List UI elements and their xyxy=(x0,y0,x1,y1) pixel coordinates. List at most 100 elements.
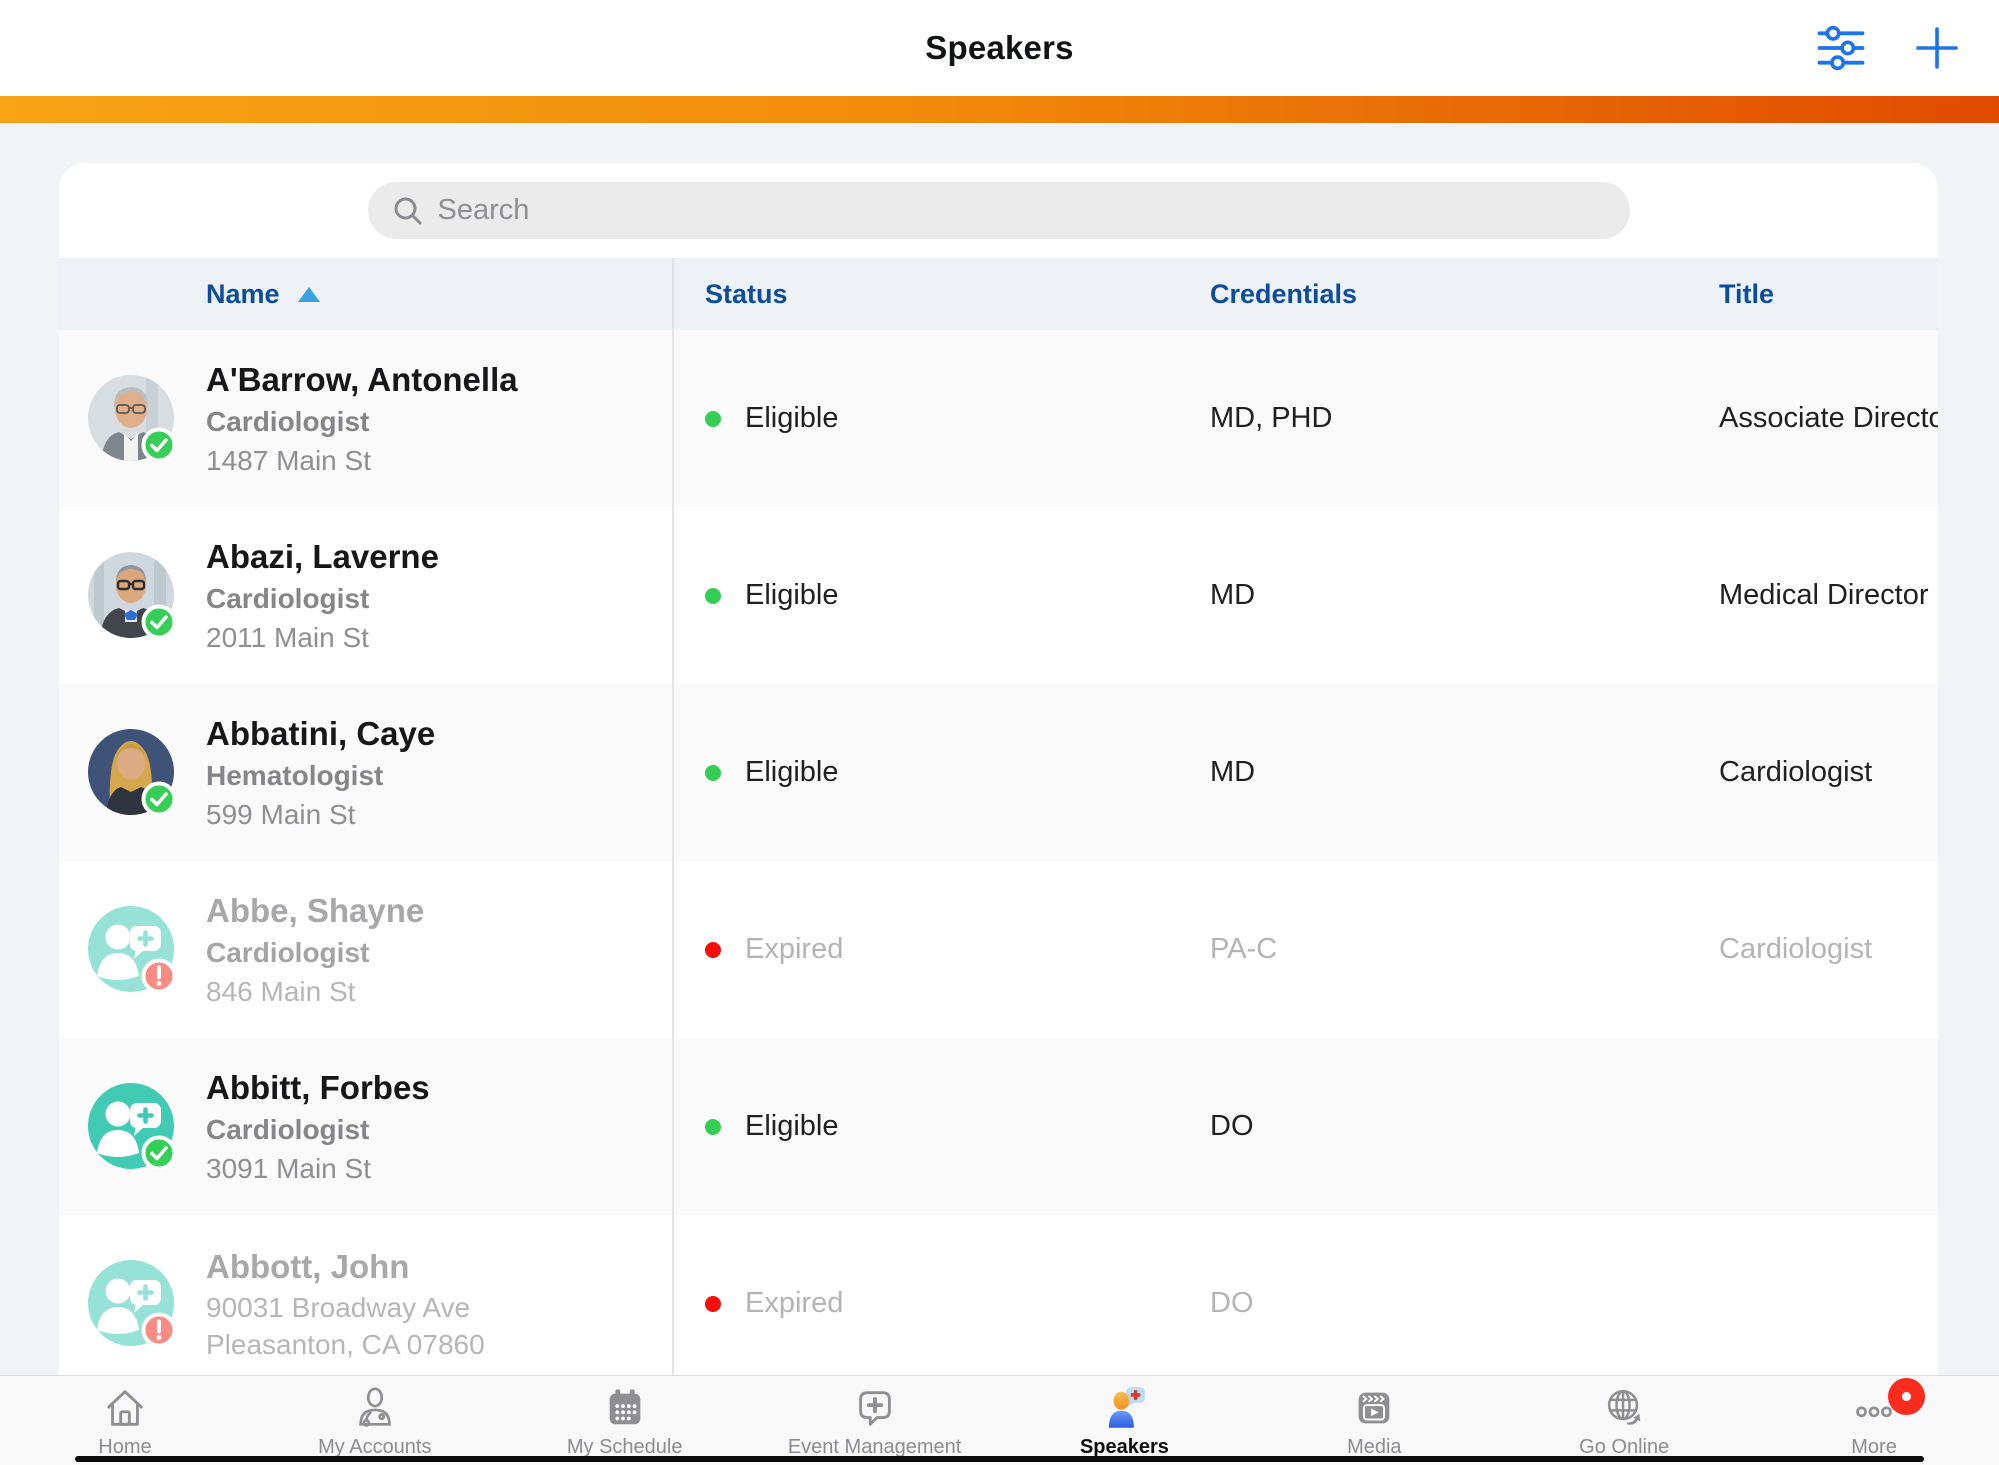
column-header-name[interactable]: Name xyxy=(59,279,672,310)
speaker-specialty: Cardiologist xyxy=(206,406,370,437)
bubble-plus-icon xyxy=(858,1391,891,1426)
credentials-text: MD xyxy=(1210,756,1256,788)
status-text: Eligible xyxy=(745,402,839,434)
column-header-title[interactable]: Title xyxy=(1719,278,1775,309)
status-dot xyxy=(705,587,721,604)
search-input[interactable] xyxy=(437,194,1606,227)
name-column-divider xyxy=(672,258,674,1465)
credentials-text: PA-C xyxy=(1210,933,1278,965)
plus-icon xyxy=(1916,27,1958,69)
speaker-name: Abbatini, Caye xyxy=(206,715,436,752)
alert-badge xyxy=(141,1312,177,1348)
avatar xyxy=(88,552,177,640)
table-row[interactable]: Abbatini, Caye Hematologist 599 Main St … xyxy=(59,684,1938,861)
top-nav: Speakers xyxy=(0,0,1999,96)
column-header-credentials[interactable]: Credentials xyxy=(1210,278,1358,309)
table-row[interactable]: Abbott, John 90031 Broadway Ave Pleasant… xyxy=(59,1215,1938,1392)
tab-more[interactable]: More xyxy=(1749,1376,1999,1465)
speaker-person-bubble-icon xyxy=(1109,1387,1146,1428)
tab-event-management[interactable]: Event Management xyxy=(750,1376,1000,1465)
speaker-name: Abbott, John xyxy=(206,1247,410,1285)
tab-label: Go Online xyxy=(1579,1436,1670,1458)
status-text: Eligible xyxy=(745,1110,839,1142)
speaker-name: A'Barrow, Antonella xyxy=(206,361,518,398)
globe-arrow-icon xyxy=(1608,1389,1641,1425)
tab-speakers[interactable]: Speakers xyxy=(1000,1376,1250,1465)
person-stethoscope-icon xyxy=(359,1387,391,1427)
speakers-list-card: Name Status Credentials Title xyxy=(59,163,1938,1465)
title-text xyxy=(1719,1038,1938,1215)
title-text: Associate Director xyxy=(1719,402,1938,434)
tab-home[interactable]: Home xyxy=(0,1376,250,1465)
status-text: Eligible xyxy=(745,756,839,788)
avatar xyxy=(88,1083,177,1171)
speaker-address: 2011 Main St xyxy=(206,622,369,653)
sliders-filter-icon xyxy=(1817,25,1865,71)
add-speaker-button[interactable] xyxy=(1911,22,1963,74)
table-row[interactable]: A'Barrow, Antonella Cardiologist 1487 Ma… xyxy=(59,330,1938,507)
speaker-specialty: Cardiologist xyxy=(206,937,370,968)
filter-button[interactable] xyxy=(1815,22,1867,74)
status-dot xyxy=(705,1118,721,1135)
avatar xyxy=(88,375,177,463)
tab-label: Event Management xyxy=(787,1436,962,1458)
table-row[interactable]: Abbe, Shayne Cardiologist 846 Main St Ex… xyxy=(59,861,1938,1038)
speaker-name: Abbitt, Forbes xyxy=(206,1069,430,1106)
table-row[interactable]: Abazi, Laverne Cardiologist 2011 Main St… xyxy=(59,507,1938,684)
tab-label: More xyxy=(1851,1436,1897,1458)
status-dot xyxy=(705,764,721,781)
credentials-text: DO xyxy=(1210,1110,1254,1142)
title-text: Medical Director xyxy=(1719,579,1929,611)
credentials-text: MD xyxy=(1210,579,1256,611)
status-text: Expired xyxy=(745,1287,844,1319)
tab-label: My Accounts xyxy=(318,1436,432,1458)
tab-label: Media xyxy=(1347,1436,1402,1458)
speaker-specialty: Hematologist xyxy=(206,760,384,791)
valid-check-badge xyxy=(141,604,177,640)
avatar xyxy=(88,1260,177,1348)
speaker-name: Abazi, Laverne xyxy=(206,538,439,575)
search-icon xyxy=(394,197,421,224)
alert-badge xyxy=(141,958,177,994)
title-text xyxy=(1719,1215,1938,1392)
speaker-specialty: Cardiologist xyxy=(206,583,370,614)
ellipsis-icon xyxy=(1856,1406,1892,1418)
credentials-text: MD, PHD xyxy=(1210,402,1333,434)
tab-label: My Schedule xyxy=(566,1436,683,1458)
tab-go-online[interactable]: Go Online xyxy=(1499,1376,1749,1465)
speaker-name: Abbe, Shayne xyxy=(206,892,425,929)
credentials-text: DO xyxy=(1210,1287,1254,1319)
speaker-address: 3091 Main St xyxy=(206,1153,371,1184)
tab-my-schedule[interactable]: My Schedule xyxy=(500,1376,750,1465)
page-title: Speakers xyxy=(925,29,1074,66)
bottom-tab-bar: Home My Accounts xyxy=(0,1375,1999,1465)
status-dot xyxy=(705,1295,721,1312)
valid-check-badge xyxy=(141,427,177,463)
search-bar[interactable] xyxy=(367,182,1630,239)
avatar xyxy=(88,729,177,817)
speaker-specialty: Cardiologist xyxy=(206,1114,370,1145)
orange-accent-bar xyxy=(0,96,1999,123)
tab-media[interactable]: Media xyxy=(1249,1376,1499,1465)
status-text: Eligible xyxy=(745,579,839,611)
avatar xyxy=(88,906,177,994)
tab-label: Speakers xyxy=(1079,1436,1169,1458)
home-indicator xyxy=(75,1456,1924,1462)
table-row[interactable]: Abbitt, Forbes Cardiologist 3091 Main St… xyxy=(59,1038,1938,1215)
tab-my-accounts[interactable]: My Accounts xyxy=(250,1376,500,1465)
column-header-status[interactable]: Status xyxy=(705,278,788,309)
speaker-address: 1487 Main St xyxy=(206,445,371,476)
media-play-icon xyxy=(1358,1392,1390,1424)
title-text: Cardiologist xyxy=(1719,756,1873,788)
tab-label: Home xyxy=(98,1436,152,1458)
home-icon xyxy=(107,1390,143,1426)
table-header: Name Status Credentials Title xyxy=(59,258,1938,330)
status-dot xyxy=(705,941,721,958)
title-text: Cardiologist xyxy=(1719,933,1873,965)
status-text: Expired xyxy=(745,933,844,965)
speaker-address: 599 Main St xyxy=(206,799,356,830)
status-dot xyxy=(705,410,721,427)
notification-badge xyxy=(1888,1378,1926,1415)
speaker-address: 846 Main St xyxy=(206,976,356,1007)
